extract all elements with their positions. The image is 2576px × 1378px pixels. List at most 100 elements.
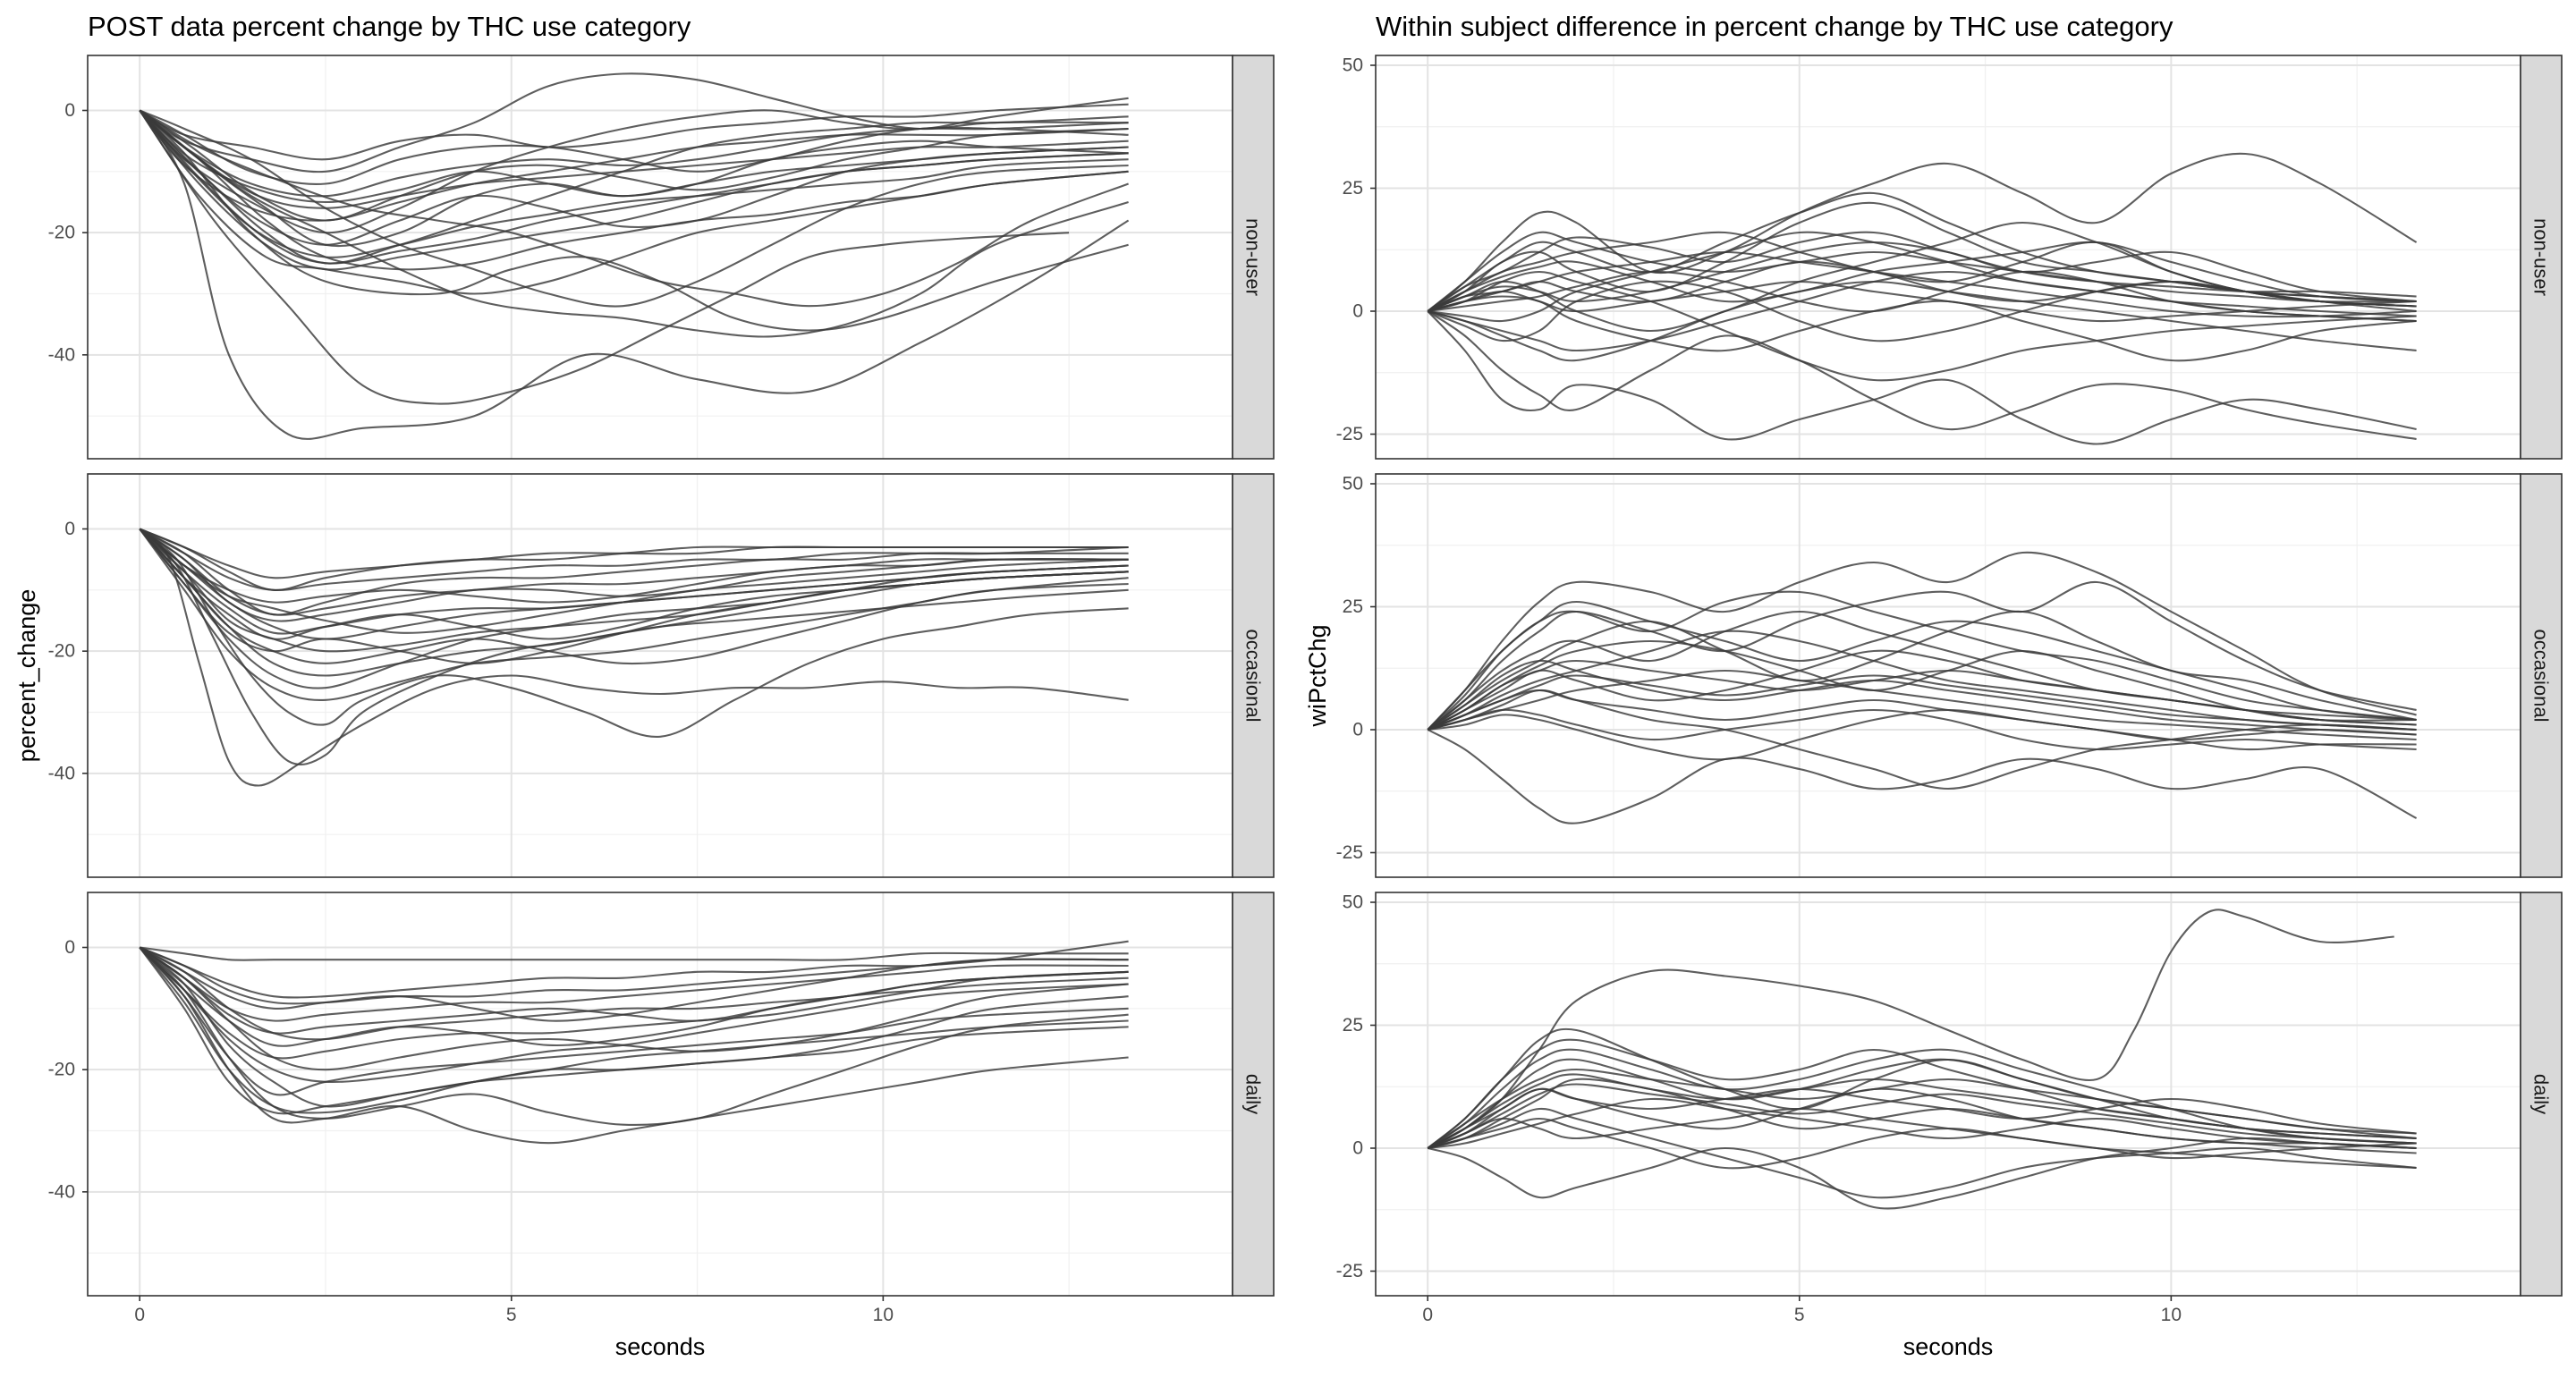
panel-0-occasional: occasional 0 -20 -40 — [48, 473, 1275, 878]
y-tick-label: -20 — [48, 1060, 75, 1080]
facet-label: occasional — [1242, 630, 1265, 723]
facet-label: non-user — [1242, 218, 1265, 296]
series-line — [139, 109, 1129, 308]
series-line — [1427, 689, 2417, 790]
series-line — [1427, 580, 2417, 731]
y-tick-label: 25 — [1343, 178, 1363, 199]
series-line — [1427, 708, 2417, 751]
series-line — [139, 946, 1129, 1145]
series-line — [1427, 231, 2417, 312]
y-tick-label: -25 — [1336, 1261, 1363, 1281]
y-tick-label: -20 — [48, 223, 75, 243]
y-tick-label: -25 — [1336, 842, 1363, 863]
series-line — [1427, 1107, 2417, 1199]
series-line — [1427, 1078, 2417, 1154]
series-line — [139, 528, 1129, 622]
panels: non-user 0 -20 -40 occasional 0 -20 -40 daily 0 -2… — [13, 55, 2563, 1360]
y-tick-label: -20 — [48, 641, 75, 662]
series-line — [139, 109, 1129, 338]
y-axis-title: percent_change — [13, 589, 40, 763]
series-line — [1427, 590, 2417, 731]
series-line — [139, 109, 1129, 204]
series-line — [139, 109, 1129, 209]
facet-strip — [1232, 892, 1275, 1297]
panel-border — [87, 55, 1233, 460]
panel-0-daily: daily 0 -20 -40 0 5 10 seconds — [48, 892, 1275, 1360]
panel-border — [1375, 55, 2521, 460]
series-line — [1427, 231, 2417, 312]
x-tick-label: 10 — [2161, 1305, 2182, 1325]
series-line — [1427, 674, 2417, 731]
series-line — [1427, 221, 2417, 333]
series-line — [139, 946, 1129, 1047]
y-tick-label: -25 — [1336, 424, 1363, 444]
facet-strip — [2520, 55, 2563, 460]
x-tick-label: 5 — [506, 1305, 517, 1325]
series-line — [1427, 729, 2418, 824]
series-line — [1427, 630, 2417, 731]
facet-label: daily — [2530, 1074, 2553, 1114]
series-line — [1427, 191, 2417, 312]
series-line — [139, 109, 1070, 405]
panel-1-occasional: occasional 50 25 0 -25 — [1336, 473, 2563, 878]
y-tick-label: 0 — [1352, 301, 1363, 322]
series-line — [139, 109, 1129, 248]
y-tick-label: -40 — [48, 763, 75, 783]
panel-1-daily: daily 50 25 0 -25 0 5 10 seconds — [1336, 892, 2563, 1360]
series-line — [1427, 1073, 2417, 1149]
series-line — [1427, 310, 2417, 441]
facet-strip — [2520, 473, 2563, 878]
x-tick-label: 10 — [873, 1305, 894, 1325]
series-line — [1427, 551, 2417, 731]
series-line — [1427, 659, 2417, 736]
series-line — [1428, 708, 2417, 761]
series-line — [139, 528, 1129, 738]
series-line — [1427, 280, 2417, 323]
y-tick-label: 25 — [1343, 596, 1363, 617]
panel-1-non-user: non-user 50 25 0 -25 — [1336, 55, 2563, 460]
series-line — [1427, 1048, 2417, 1149]
series-line — [139, 109, 1129, 308]
series-line — [1427, 600, 2417, 731]
facet-strip — [1232, 473, 1275, 878]
series-line — [1427, 241, 2417, 312]
y-tick-label: -40 — [48, 1181, 75, 1202]
series-line — [139, 109, 1129, 265]
series-line — [1427, 152, 2418, 312]
x-axis-title: seconds — [615, 1333, 706, 1360]
panel-border — [87, 473, 1233, 878]
series-line — [139, 109, 1129, 295]
series-line — [139, 946, 1129, 1114]
y-tick-label: 0 — [64, 100, 75, 121]
series-line — [139, 109, 1129, 265]
y-tick-label: 0 — [1352, 720, 1363, 740]
chart-title-right: Within subject difference in percent cha… — [1376, 11, 2174, 42]
y-tick-label: 50 — [1343, 892, 1363, 913]
series-line — [139, 528, 1129, 591]
x-tick-label: 0 — [134, 1305, 145, 1325]
series-line — [139, 946, 1129, 1035]
series-line — [139, 946, 1129, 1084]
series-line — [139, 528, 1129, 579]
series-line — [139, 109, 1129, 332]
series-line — [1427, 310, 2417, 445]
facet-label: daily — [1242, 1074, 1265, 1114]
y-tick-label: 0 — [64, 937, 75, 958]
series-line — [1427, 280, 2417, 362]
facet-label: occasional — [2530, 630, 2553, 723]
y-tick-label: 25 — [1343, 1015, 1363, 1036]
series-line — [139, 103, 1129, 161]
y-tick-label: 50 — [1343, 55, 1363, 76]
series-line — [139, 109, 1129, 198]
facet-label: non-user — [2530, 218, 2553, 296]
series-line — [139, 946, 1129, 1108]
series-line — [1427, 1107, 2417, 1160]
series-line — [139, 946, 1129, 1115]
series-line — [139, 528, 1129, 787]
y-tick-label: 0 — [64, 519, 75, 539]
series-line — [139, 528, 1129, 604]
series-line — [139, 946, 1129, 1022]
series-line — [139, 940, 1129, 1005]
x-tick-label: 0 — [1422, 1305, 1433, 1325]
